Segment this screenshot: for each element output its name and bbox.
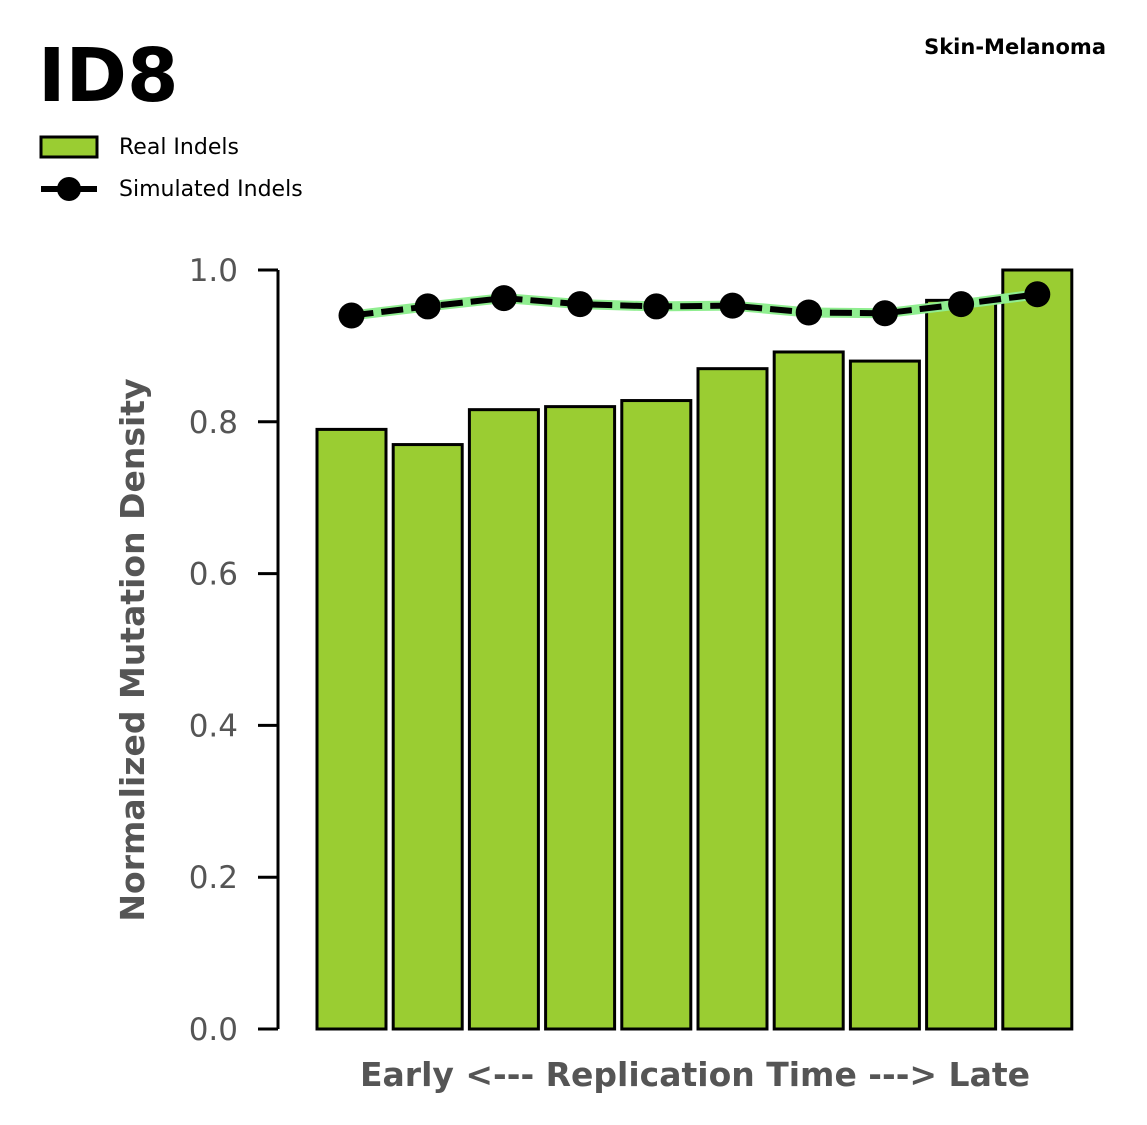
plot-area xyxy=(315,268,1074,1031)
y-tick-label-5: 1.0 xyxy=(189,253,238,289)
y-tick-label-0: 0.0 xyxy=(189,1012,238,1048)
y-tick-label-1: 0.2 xyxy=(189,860,238,896)
point-simulated-indels-3 xyxy=(490,285,517,312)
chart-title: ID8 xyxy=(38,33,178,119)
point-simulated-indels-10 xyxy=(1024,281,1051,308)
bar-real-indels-3 xyxy=(467,408,540,1031)
point-simulated-indels-5 xyxy=(643,293,670,320)
point-simulated-indels-9 xyxy=(948,291,975,318)
bar-real-indels-9 xyxy=(925,298,998,1031)
y-axis-label: Normalized Mutation Density xyxy=(113,378,152,921)
point-simulated-indels-2 xyxy=(414,293,441,320)
legend: Real Indels Simulated Indels xyxy=(39,135,303,202)
y-axis-ticks: 0.0 0.2 0.4 0.6 0.8 1.0 xyxy=(189,253,278,1048)
point-simulated-indels-4 xyxy=(567,291,594,318)
bar-real-indels-1 xyxy=(315,427,388,1031)
y-tick-label-3: 0.6 xyxy=(189,557,238,593)
legend-label-real-indels: Real Indels xyxy=(119,135,239,160)
point-simulated-indels-1 xyxy=(338,302,365,329)
legend-swatch-simulated-marker xyxy=(57,177,81,201)
legend-label-simulated-indels: Simulated Indels xyxy=(119,177,303,202)
bar-real-indels-2 xyxy=(391,443,464,1031)
bar-real-indels-8 xyxy=(848,359,921,1031)
y-tick-label-2: 0.4 xyxy=(189,708,238,744)
chart-subtitle: Skin-Melanoma xyxy=(924,35,1106,59)
y-tick-label-4: 0.8 xyxy=(189,405,238,441)
bar-real-indels-4 xyxy=(544,405,617,1031)
point-simulated-indels-6 xyxy=(719,292,746,319)
bar-real-indels-7 xyxy=(772,350,845,1031)
point-simulated-indels-7 xyxy=(795,299,822,326)
bar-real-indels-5 xyxy=(620,399,693,1031)
bar-real-indels-10 xyxy=(1001,268,1074,1031)
x-axis-label: Early <--- Replication Time ---> Late xyxy=(360,1055,1030,1094)
simulated-line xyxy=(351,291,1038,319)
bar-real-indels-6 xyxy=(696,367,769,1031)
point-simulated-indels-8 xyxy=(871,300,898,327)
legend-swatch-real-indels xyxy=(39,135,99,159)
